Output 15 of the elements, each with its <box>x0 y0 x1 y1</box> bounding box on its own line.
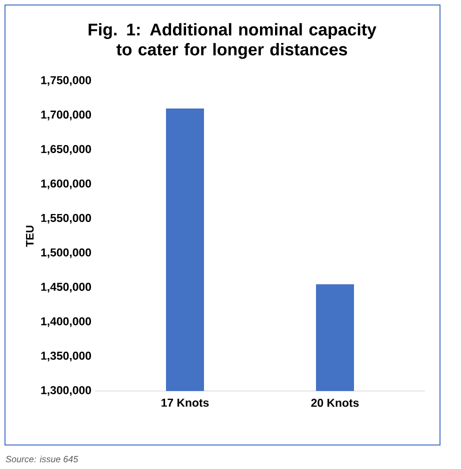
y-tick-label: 1,450,000 <box>41 282 92 293</box>
y-tick-label: 1,700,000 <box>41 110 92 120</box>
y-axis-title: TEU <box>26 226 34 247</box>
y-tick-label: 1,350,000 <box>41 352 92 362</box>
y-tick-label: 1,750,000 <box>41 76 92 86</box>
y-tick-label: 1,500,000 <box>41 248 92 258</box>
x-tick-label: 17 Knots <box>162 398 209 407</box>
y-tick-label: 1,300,000 <box>41 386 92 396</box>
chart-title: Fig. 1: Additional nominal capacity to cater for longer distances <box>88 23 376 59</box>
y-tick-label: 1,400,000 <box>41 317 92 327</box>
x-tick-label: 20 Knots <box>311 398 359 407</box>
source-note: Source: issue 645 <box>6 456 78 462</box>
y-tick-label: 1,600,000 <box>41 179 92 190</box>
y-tick-label: 1,550,000 <box>41 214 92 224</box>
y-tick-label: 1,650,000 <box>41 144 92 155</box>
